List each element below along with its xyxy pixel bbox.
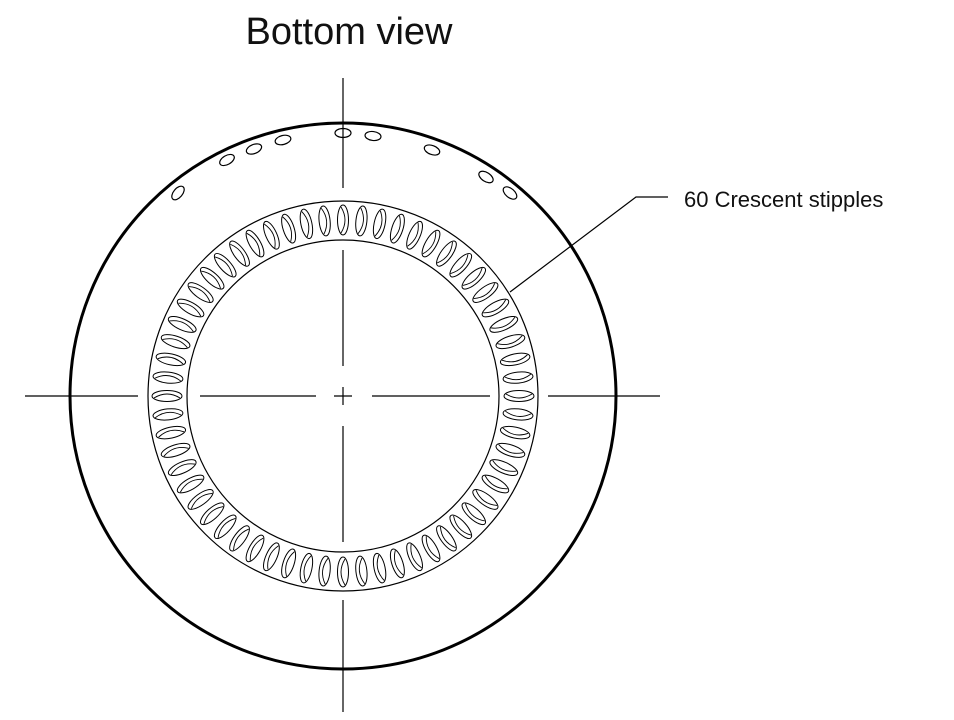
stipple-outline	[494, 441, 526, 461]
crescent-stipple	[338, 205, 349, 235]
stipple-outline	[160, 332, 192, 352]
stipple-outline	[298, 208, 315, 240]
stipple-outline	[388, 213, 408, 245]
hole	[218, 152, 236, 168]
stipple-outline	[166, 456, 198, 478]
crescent-stipple	[503, 371, 534, 385]
crescent-stipple	[152, 371, 183, 385]
stipple-outline	[388, 547, 408, 579]
hole	[365, 131, 382, 142]
crescent-stipple	[354, 556, 368, 587]
crescent-stipple	[318, 556, 332, 587]
stipple-outline	[155, 351, 187, 368]
callout-label: 60 Crescent stipples	[684, 187, 883, 212]
stipple-outline	[338, 557, 349, 587]
crescent-stipple	[155, 351, 187, 368]
crescent-stipple	[488, 456, 520, 478]
crescent-stipple	[279, 547, 299, 579]
crescent-stipple	[499, 424, 531, 441]
crescent-stipple	[279, 213, 299, 245]
stipple-outline	[403, 541, 425, 573]
hole	[477, 169, 495, 185]
crescent-stipple	[403, 219, 425, 251]
crescent-stipple	[152, 407, 183, 421]
stipple-outline	[160, 441, 192, 461]
crescent-stipple	[371, 208, 388, 240]
stipple-outline	[403, 219, 425, 251]
page: Bottom view 60 Crescent stipples (() => …	[0, 0, 954, 720]
hole	[169, 184, 186, 202]
crescent-stipple	[354, 205, 368, 236]
stipple-outline	[279, 547, 299, 579]
crescent-stipple	[155, 424, 187, 441]
crescent-stipple	[403, 541, 425, 573]
crescent-stipple	[160, 332, 192, 352]
title: Bottom view	[246, 11, 454, 53]
stipple-outline	[260, 219, 282, 251]
crescent-stipple	[318, 205, 332, 236]
crescent-stipple	[504, 391, 534, 402]
stipple-outline	[260, 541, 282, 573]
crescent-stipple	[298, 208, 315, 240]
crescent-stipple	[494, 441, 526, 461]
center-lines	[25, 78, 660, 712]
crescent-stipple	[371, 552, 388, 584]
crescent-stipple	[494, 332, 526, 352]
stipple-outline	[488, 456, 520, 478]
crescent-stipple	[152, 391, 182, 402]
stipple-outline	[338, 205, 349, 235]
bottom-view-drawing: Bottom view 60 Crescent stipples	[0, 0, 954, 720]
crescent-stipple	[388, 213, 408, 245]
crescent-stipple	[166, 313, 198, 335]
crescent-stipple	[503, 407, 534, 421]
crescent-stipple	[166, 456, 198, 478]
crescent-stipple	[488, 313, 520, 335]
stipple-outline	[499, 351, 531, 368]
stipple-outline	[298, 552, 315, 584]
crescent-stipple	[388, 547, 408, 579]
crescent-stipple	[160, 441, 192, 461]
stipple-outline	[371, 552, 388, 584]
stipple-outline	[504, 391, 534, 402]
hole	[245, 142, 263, 156]
crescent-stipple	[298, 552, 315, 584]
stipple-outline	[166, 313, 198, 335]
crescent-stipple	[499, 351, 531, 368]
hole	[274, 134, 292, 147]
hole	[423, 143, 441, 157]
crescent-stipple	[260, 219, 282, 251]
stipple-outline	[152, 391, 182, 402]
crescent-stipple	[260, 541, 282, 573]
stipple-outline	[279, 213, 299, 245]
stipple-outline	[371, 208, 388, 240]
stipple-outline	[499, 424, 531, 441]
crescent-stipple	[338, 557, 349, 587]
stipple-outline	[488, 313, 520, 335]
stipple-outline	[155, 424, 187, 441]
holes	[169, 129, 519, 203]
stipple-outline	[494, 332, 526, 352]
